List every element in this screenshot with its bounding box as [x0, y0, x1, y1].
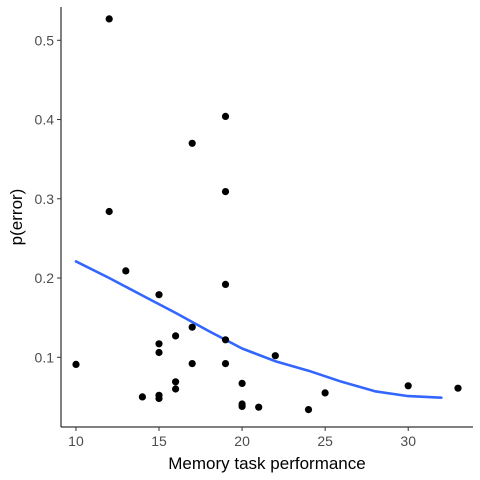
- x-tick-label: 15: [151, 433, 167, 449]
- smooth-layer: [74, 260, 443, 399]
- data-point-28: [321, 389, 329, 397]
- data-point-21: [221, 360, 230, 368]
- data-point-20: [221, 336, 230, 344]
- data-point-25: [255, 403, 263, 411]
- data-point-8: [155, 348, 163, 357]
- data-point-5: [138, 393, 146, 401]
- data-point-27: [304, 406, 313, 414]
- data-point-24: [238, 402, 246, 410]
- data-point-2: [105, 15, 113, 23]
- y-tick-label: 0.4: [35, 112, 55, 128]
- data-point-26: [271, 352, 279, 360]
- y-axis-title: p(error): [7, 189, 26, 246]
- data-point-1: [72, 360, 80, 368]
- data-point-15: [188, 323, 196, 331]
- data-point-13: [172, 385, 180, 393]
- x-tick-label: 30: [400, 433, 416, 449]
- y-tick-label: 0.2: [35, 270, 55, 286]
- x-tick-label: 10: [68, 433, 84, 449]
- y-tick-label: 0.1: [35, 349, 55, 365]
- axes-layer: 10 15 20 25 30 0.1 0.2 0.3 0.4 0.5: [35, 7, 473, 449]
- y-tick-label: 0.3: [35, 191, 55, 207]
- data-point-16: [188, 360, 196, 368]
- data-point-4: [122, 267, 130, 275]
- data-point-19: [221, 280, 230, 288]
- data-point-14: [188, 139, 196, 147]
- data-point-17: [221, 112, 230, 120]
- smooth-line: [74, 260, 443, 399]
- x-axis-title: Memory task performance: [168, 454, 365, 473]
- y-tick-label: 0.5: [35, 32, 55, 48]
- data-point-6: [155, 291, 163, 299]
- data-point-3: [105, 207, 113, 216]
- data-point-12: [172, 378, 180, 386]
- data-point-11: [172, 332, 180, 340]
- x-tick-label: 25: [317, 433, 333, 449]
- data-point-30: [454, 384, 462, 392]
- points-layer: [72, 15, 462, 414]
- data-point-22: [238, 379, 246, 387]
- data-point-18: [221, 188, 230, 196]
- x-tick-label: 20: [234, 433, 250, 449]
- data-point-10: [155, 394, 163, 403]
- data-point-29: [404, 382, 412, 390]
- data-point-7: [155, 340, 163, 348]
